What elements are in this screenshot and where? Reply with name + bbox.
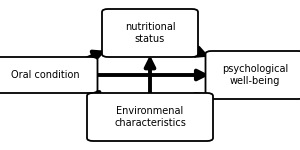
- FancyBboxPatch shape: [0, 57, 98, 93]
- Text: nutritional
status: nutritional status: [125, 22, 175, 44]
- Text: Environmenal
characteristics: Environmenal characteristics: [114, 106, 186, 128]
- FancyBboxPatch shape: [102, 9, 198, 57]
- FancyBboxPatch shape: [206, 51, 300, 99]
- Text: Oral condition: Oral condition: [11, 70, 79, 80]
- Text: psychological
well-being: psychological well-being: [222, 64, 288, 86]
- FancyBboxPatch shape: [87, 93, 213, 141]
